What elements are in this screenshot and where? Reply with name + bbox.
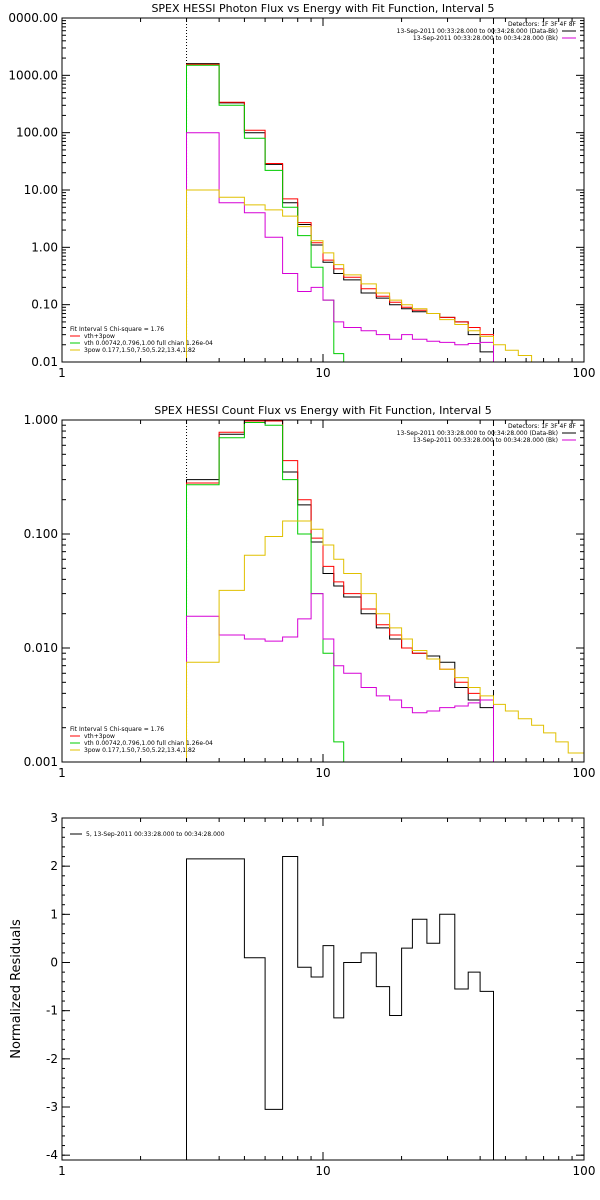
legend-entry: Fit Interval 5 Chi-square = 1.76 [70, 726, 164, 733]
magenta-series [186, 593, 494, 762]
yellow-series [186, 520, 584, 762]
y-tick-label: 100.00 [16, 126, 58, 140]
legend-entry: vth 0.00742,0.796,1.00 full chian 1.26e-… [84, 740, 213, 747]
plot-area [186, 856, 494, 1160]
black-series [186, 420, 494, 762]
y-tick-label: 0.001 [24, 755, 58, 769]
x-tick-label: 1 [58, 366, 66, 380]
green-series [186, 422, 345, 762]
y-tick-label: 0.100 [24, 527, 58, 541]
legend-entry: vth+3pow [84, 333, 115, 340]
y-tick-label: 0 [50, 956, 58, 970]
y-tick-label: 1.00 [31, 240, 58, 254]
legend-entry: 13-Sep-2011 00:33:28.000 to 00:34:28.000… [413, 35, 558, 42]
panel-2: SPEX HESSI Count Flux vs Energy with Fit… [24, 404, 596, 780]
y-tick-label: -4 [46, 1148, 58, 1162]
y-tick-label: -3 [46, 1100, 58, 1114]
y-tick-label: 0.10 [31, 298, 58, 312]
axes-frame [61, 17, 585, 363]
black-series [186, 63, 494, 362]
magenta-series [186, 132, 494, 362]
y-tick-label: 0.010 [24, 641, 58, 655]
legend-entry: vth+3pow [84, 733, 115, 740]
chart-title: SPEX HESSI Count Flux vs Energy with Fit… [154, 404, 491, 417]
y-tick-label: -2 [46, 1052, 58, 1066]
legend-entry: Detectors: 1F 3F 4F 8F [508, 21, 577, 28]
x-tick-label: 10 [315, 366, 330, 380]
x-tick-label: 1 [58, 1164, 66, 1178]
legend-entry: Fit Interval 5 Chi-square = 1.76 [70, 326, 164, 333]
red-series [186, 63, 494, 362]
legend-entry: 5, 13-Sep-2011 00:33:28.000 to 00:34:28.… [86, 831, 225, 838]
legend-entry: 3pow 0.177,1.50,7.50,5.22,13.4,1.82 [84, 347, 196, 354]
y-tick-label: 0000.00 [8, 11, 58, 25]
x-tick-label: 10 [315, 1164, 330, 1178]
red-series [186, 420, 494, 762]
axes-frame [61, 817, 585, 1161]
black-series [186, 856, 494, 1160]
legend-entry: 13-Sep-2011 00:33:28.000 to 00:34:28.000… [413, 437, 558, 444]
y-tick-label: 1 [50, 907, 58, 921]
legend-entry: vth 0.00742,0.796,1.00 full chian 1.26e-… [84, 340, 213, 347]
plot-area [186, 420, 584, 762]
y-tick-label: 1.000 [24, 413, 58, 427]
x-tick-label: 1 [58, 766, 66, 780]
x-tick-label: 10 [315, 766, 330, 780]
y-tick-label: 1000.00 [8, 68, 58, 82]
x-tick-label: 100 [573, 766, 596, 780]
legend-entry: 3pow 0.177,1.50,7.50,5.22,13.4,1.82 [84, 747, 196, 754]
y-tick-label: 0.01 [31, 355, 58, 369]
y-tick-label: 3 [50, 811, 58, 825]
plot-area [186, 18, 545, 362]
yellow-series [186, 189, 545, 362]
x-tick-label: 100 [573, 1164, 596, 1178]
legend-entry: Detectors: 1F 3F 4F 8F [508, 423, 577, 430]
chart-title: SPEX HESSI Photon Flux vs Energy with Fi… [151, 2, 494, 15]
y-tick-label: 2 [50, 859, 58, 873]
y-axis-label: Normalized Residuals [9, 919, 24, 1059]
panel-3: 1 10 100 -4 -3 -2 -1 0 1 2 3 Normalized Residuals 5,… [9, 811, 595, 1178]
legend-entry: 13-Sep-2011 00:33:28.000 to 00:34:28.000… [397, 430, 558, 437]
panel-1: SPEX HESSI Photon Flux vs Energy with Fi… [8, 2, 595, 380]
x-tick-label: 100 [573, 366, 596, 380]
y-tick-label: -1 [46, 1004, 58, 1018]
legend-entry: 13-Sep-2011 00:33:28.000 to 00:34:28.000… [397, 28, 558, 35]
y-tick-label: 10.00 [24, 183, 58, 197]
